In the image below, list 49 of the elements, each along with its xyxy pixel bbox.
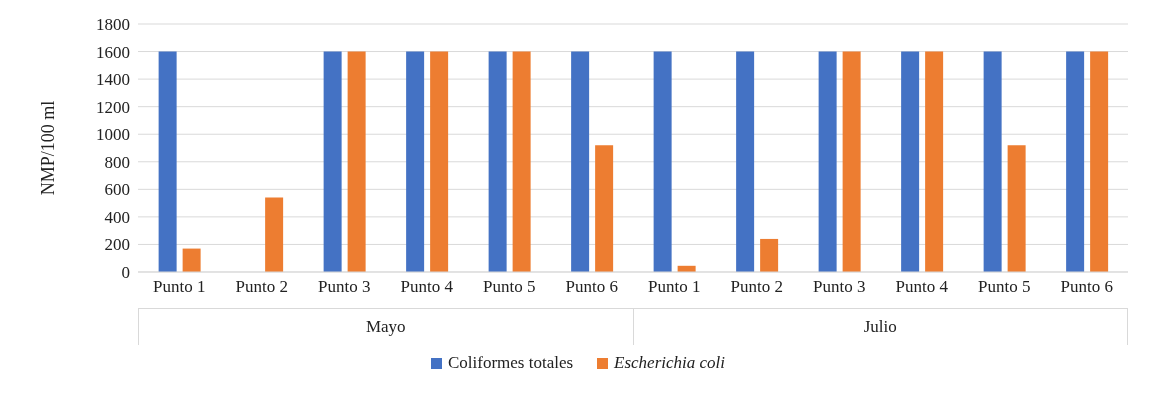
legend-label: Escherichia coli	[613, 353, 726, 373]
x-tick-label: Punto 3	[813, 277, 866, 297]
y-axis-title: NMP/100 ml	[38, 100, 59, 196]
x-tick-label: Punto 5	[978, 277, 1031, 297]
y-tick-label: 200	[104, 235, 130, 255]
x-tick-label: Punto 1	[648, 277, 701, 297]
x-tick-label: Punto 4	[895, 277, 949, 297]
text: Julio	[632, 309, 1128, 345]
bar	[925, 51, 944, 272]
bar	[595, 145, 614, 272]
x-tick-label: Punto 6	[1060, 277, 1113, 297]
bar	[347, 51, 366, 272]
x-tick-label: Punto 4	[400, 277, 454, 297]
bar	[818, 51, 837, 272]
bar	[1066, 51, 1085, 272]
y-tick-label: 1800	[96, 15, 130, 35]
bar	[760, 238, 779, 272]
bar	[512, 51, 531, 272]
bar	[1090, 51, 1109, 272]
legend-label: Coliformes totales	[446, 353, 574, 373]
x-tick-label: Punto 1	[153, 277, 206, 297]
bar	[265, 197, 284, 272]
bar	[571, 51, 590, 272]
bar	[1007, 145, 1026, 272]
bar	[901, 51, 920, 272]
y-tick-label: 0	[121, 263, 130, 283]
text: Mayo	[138, 309, 633, 345]
y-tick-label: 1200	[96, 97, 130, 117]
y-tick-label: 1000	[96, 125, 130, 145]
bar	[842, 51, 861, 272]
x-tick-label: Punto 2	[235, 277, 288, 297]
y-tick-label: 600	[104, 180, 130, 200]
bar	[323, 51, 342, 272]
y-tick-label: 1600	[96, 42, 130, 62]
bar	[430, 51, 449, 272]
bar	[182, 248, 201, 272]
bar	[158, 51, 177, 272]
y-tick-label: 400	[104, 207, 130, 227]
x-tick-label: Punto 5	[483, 277, 536, 297]
y-tick-label: 800	[104, 152, 130, 172]
bar	[983, 51, 1002, 272]
bar	[653, 51, 672, 272]
x-tick-label: Punto 2	[730, 277, 783, 297]
y-tick-label: 1400	[96, 70, 130, 90]
bar	[488, 51, 507, 272]
bar	[736, 51, 755, 272]
x-tick-label: Punto 3	[318, 277, 371, 297]
bar	[406, 51, 425, 272]
x-tick-label: Punto 6	[565, 277, 618, 297]
